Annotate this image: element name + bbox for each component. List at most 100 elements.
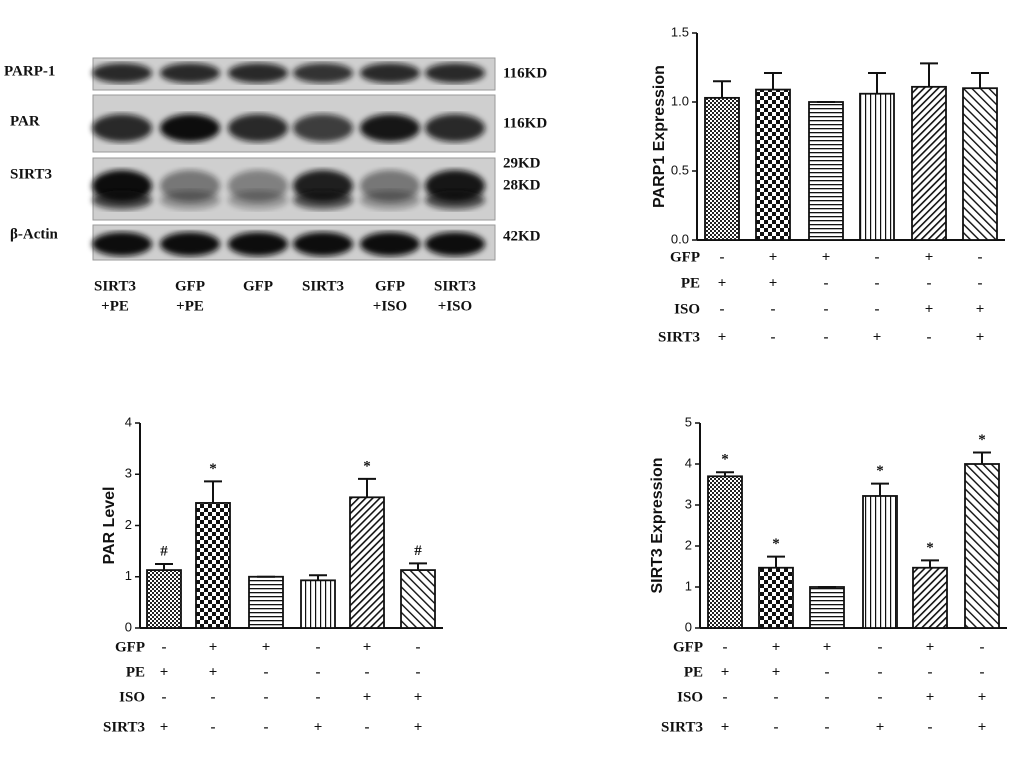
blot-band [425, 232, 485, 256]
blot-band [160, 114, 220, 142]
error-bar [716, 471, 734, 477]
condition-label: GFP [115, 639, 145, 655]
y-tick-label: 1.5 [671, 24, 689, 39]
condition-mark: + [721, 719, 730, 735]
condition-mark: - [365, 664, 370, 680]
condition-mark: - [316, 664, 321, 680]
lane-label: +ISO [373, 298, 407, 314]
bar [912, 566, 948, 629]
lane-label: GFP [175, 278, 205, 294]
condition-mark: - [978, 249, 983, 265]
lane-label: GFP [243, 278, 273, 294]
blot-band [360, 63, 420, 83]
condition-mark: + [873, 329, 882, 345]
significance-mark: * [721, 452, 729, 468]
error-bar [971, 72, 989, 89]
condition-label: PE [684, 664, 703, 680]
condition-mark: + [414, 689, 423, 705]
blot-band [160, 190, 220, 210]
condition-mark: + [978, 719, 987, 735]
bar [707, 475, 743, 629]
bar [400, 569, 436, 629]
blot-band [228, 114, 288, 142]
condition-mark: + [414, 719, 423, 735]
blot-row-label: β-Actin [10, 226, 59, 242]
condition-mark: - [824, 301, 829, 317]
condition-mark: - [878, 664, 883, 680]
condition-label: PE [126, 664, 145, 680]
blot-band [425, 190, 485, 210]
y-tick-label: 2 [125, 517, 132, 532]
condition-mark: - [774, 719, 779, 735]
bar [862, 495, 898, 629]
blot-band [160, 63, 220, 83]
condition-mark: + [363, 639, 372, 655]
blot-band [228, 232, 288, 256]
bar [300, 579, 336, 629]
blot-size-label: 29KD [503, 155, 541, 171]
condition-mark: - [980, 664, 985, 680]
condition-mark: - [211, 689, 216, 705]
condition-mark: - [771, 329, 776, 345]
condition-mark: - [980, 639, 985, 655]
lane-label: GFP [375, 278, 405, 294]
blot-row-label: SIRT3 [10, 166, 52, 182]
condition-mark: + [262, 639, 271, 655]
condition-mark: + [209, 639, 218, 655]
y-tick-label: 1 [125, 568, 132, 583]
error-bar [204, 480, 222, 503]
condition-mark: - [771, 301, 776, 317]
condition-mark: + [876, 719, 885, 735]
condition-mark: - [316, 639, 321, 655]
y-axis-title: PAR Level [101, 487, 118, 565]
condition-mark: - [162, 639, 167, 655]
blot-band [92, 63, 152, 83]
condition-mark: - [824, 329, 829, 345]
blot-band [92, 232, 152, 256]
significance-mark: * [876, 463, 884, 479]
condition-label: GFP [673, 639, 703, 655]
condition-mark: + [718, 275, 727, 291]
condition-mark: + [976, 301, 985, 317]
condition-mark: - [825, 689, 830, 705]
blot-band [293, 63, 353, 83]
condition-mark: - [365, 719, 370, 735]
condition-label: SIRT3 [661, 719, 703, 735]
bar-chart: 0 1 2 3 4 5 SIRT3 Expression * * * * * GFP - + + - + - PE + +… [649, 414, 1007, 735]
condition-mark: - [878, 689, 883, 705]
condition-mark: - [875, 301, 880, 317]
error-bar [309, 574, 327, 581]
error-bar [713, 80, 731, 98]
condition-mark: - [264, 689, 269, 705]
bar [809, 586, 845, 629]
bar-chart: 0 1 2 3 4 PAR Level # * * # GFP - + + - + - PE + + - - - - ISO - -… [101, 414, 443, 735]
error-bar [155, 562, 173, 571]
condition-mark: - [875, 275, 880, 291]
significance-mark: * [209, 461, 217, 477]
condition-mark: + [363, 689, 372, 705]
y-tick-label: 1 [685, 578, 692, 593]
condition-mark: - [316, 689, 321, 705]
blot-band [425, 114, 485, 142]
y-axis-title: PARP1 Expression [651, 65, 668, 208]
blot-band [425, 63, 485, 83]
condition-mark: - [211, 719, 216, 735]
condition-label: GFP [670, 249, 700, 265]
condition-mark: + [976, 329, 985, 345]
error-bar [358, 477, 376, 498]
lane-label: +ISO [438, 298, 472, 314]
y-tick-label: 0.5 [671, 162, 689, 177]
bar [704, 96, 740, 241]
condition-mark: + [160, 664, 169, 680]
condition-mark: + [926, 639, 935, 655]
y-tick-label: 5 [685, 414, 692, 429]
blot-band [160, 232, 220, 256]
significance-mark: * [363, 458, 371, 474]
condition-mark: - [720, 301, 725, 317]
bar [758, 566, 794, 629]
condition-mark: - [878, 639, 883, 655]
blot-band [360, 232, 420, 256]
condition-label: PE [681, 275, 700, 291]
blot-band [92, 190, 152, 210]
